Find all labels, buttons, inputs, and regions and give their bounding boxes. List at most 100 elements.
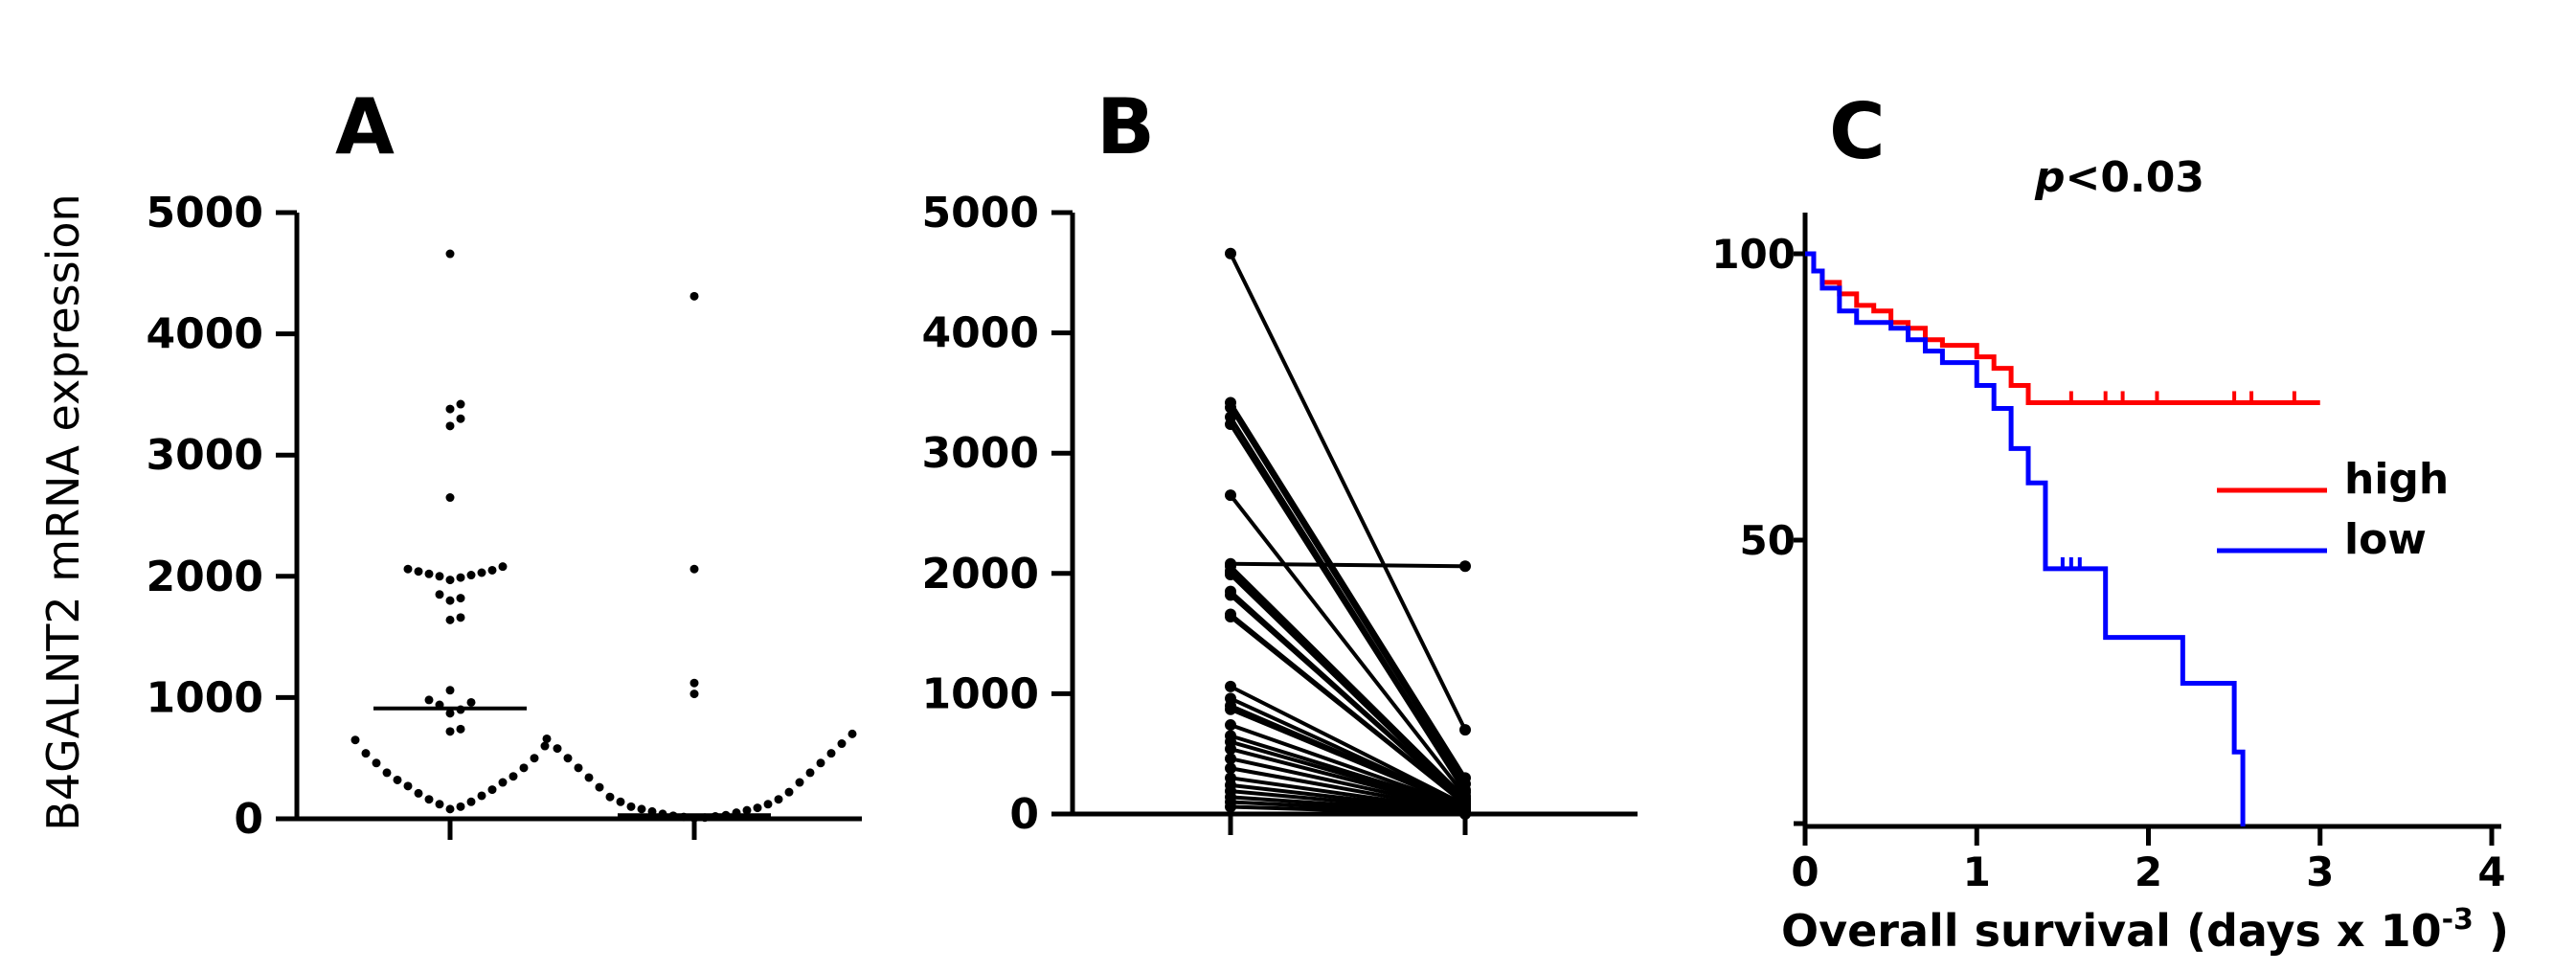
panel-b-pair-line: [1229, 615, 1467, 806]
panel-a-data-point: [574, 763, 583, 773]
panel-b-pair-line: [1230, 723, 1466, 809]
panel-a-data-point: [456, 594, 465, 603]
panel-a-data-point: [637, 804, 646, 814]
panel-a-data-point: [445, 493, 455, 503]
panel-a-data-point: [466, 697, 476, 707]
panel-a-data-point: [424, 569, 434, 578]
panel-a-data-point: [445, 804, 455, 814]
panel-b-pair-line: [1230, 747, 1466, 811]
panel-b-y-tick-label: 3000: [922, 429, 1039, 478]
panel-b-point-left: [1225, 611, 1236, 623]
panel-b-point-left: [1225, 801, 1236, 813]
panel-c-x-tick-label: 4: [2477, 848, 2505, 895]
panel-b-point-left: [1225, 753, 1236, 765]
panel-b-pair-line: [1229, 401, 1467, 780]
panel-b-pair-line: [1229, 252, 1467, 731]
panel-b-y-tick-label: 4000: [922, 309, 1039, 358]
panel-b-pair-line: [1230, 757, 1466, 812]
panel-a-data-point: [508, 772, 518, 781]
panel-a-data-point: [595, 782, 604, 792]
panel-a-data-point: [498, 778, 508, 787]
panel-a-data-point: [847, 729, 857, 738]
panel-b-point-left: [1225, 719, 1236, 732]
panel-a-data-point: [414, 567, 423, 576]
panel-b-point-left: [1225, 247, 1236, 260]
panel-b-pair-line: [1229, 493, 1467, 798]
panel-a-y-tick-label: 1000: [147, 673, 263, 722]
panel-c-p-value: p<0.03: [2034, 153, 2204, 202]
panel-a-data-point: [361, 749, 371, 758]
panel-b-pair-line: [1229, 422, 1467, 794]
panel-a-data-point: [605, 792, 615, 802]
panel-b-point-right: [1459, 560, 1471, 573]
panel-a-data-point: [837, 739, 847, 749]
panel-a-data-point: [445, 421, 455, 431]
panel-a-y-ticks: 0 1000 2000 3000 4000 5000: [147, 189, 297, 844]
panel-c-x-tick-label: 3: [2306, 848, 2334, 895]
panel-a-data-point: [424, 795, 434, 804]
panel-b-point-left: [1225, 569, 1236, 581]
panel-a-data-point: [784, 787, 794, 797]
panel-c-x-tick-label: 2: [2135, 848, 2162, 895]
panel-c-y-axis-label: Patient survival (%): [1637, 243, 1688, 735]
panel-b-point-left: [1225, 743, 1236, 756]
panel-b-point-left: [1225, 418, 1236, 431]
panel-a-data-point: [487, 565, 497, 575]
panel-a-data-point: [456, 613, 465, 622]
panel-c-x-tick-label: 1: [1963, 848, 1991, 895]
panel-a-data-point: [456, 573, 465, 582]
panel-a-data-point: [763, 800, 773, 809]
panel-c-x-ticks: 0 1 2 3 4: [1791, 826, 2506, 895]
panel-a-data-point: [519, 763, 529, 773]
panel-a-data-point: [689, 291, 699, 301]
legend-label-high: high: [2344, 455, 2449, 504]
panel-a-y-tick-label: 4000: [147, 310, 263, 359]
panel-a-y-tick-label: 5000: [147, 189, 263, 237]
panel-b-y-tick-label: 5000: [922, 189, 1039, 237]
panel-a-data-point: [498, 562, 508, 572]
panel-a-data-point: [435, 800, 444, 809]
panel-b-pair-line: [1230, 685, 1466, 807]
panel-b-pair-line: [1230, 766, 1466, 813]
panel-a-data-point: [456, 414, 465, 423]
panel-a-data-point: [487, 785, 497, 795]
panel-a-y-axis-label: B4GALNT2 mRNA expression: [37, 193, 89, 830]
panel-a-data-point: [466, 797, 476, 806]
panel-b-y-tick-label: 0: [1009, 790, 1039, 839]
panel-a-data-point: [774, 795, 783, 804]
panel-b-point-left: [1225, 703, 1236, 715]
panel-a-data-point: [350, 735, 360, 745]
panel-a-y-tick-label: 3000: [147, 431, 263, 480]
panel-a-data-point: [403, 781, 413, 791]
panel-c-series: [1805, 251, 2320, 826]
panel-b-pair-line: [1230, 707, 1466, 809]
panel-c-x-tick-label: 0: [1791, 848, 1819, 895]
panel-a-data-point: [456, 399, 465, 409]
panel-a-data-point: [689, 689, 699, 699]
panel-a-data-point: [563, 754, 573, 763]
panel-c-letter: C: [1829, 87, 1886, 176]
panel-c-survival-curve-high: [1805, 251, 2320, 405]
panel-a-data-point: [445, 576, 455, 585]
panel-b-point-left: [1225, 680, 1236, 692]
panel-a-letter: A: [335, 82, 395, 171]
panel-a-data-point: [372, 758, 381, 768]
panel-a-data-point: [530, 754, 539, 763]
panel-c-y-tick-label: 100: [1711, 231, 1796, 278]
panel-a-data-point: [540, 741, 550, 751]
panel-b-y-tick-label: 1000: [922, 669, 1039, 718]
panel-a-data-point: [689, 678, 699, 688]
panel-a-data-point: [435, 590, 444, 599]
panel-b-point-right: [1459, 808, 1471, 820]
panel-a-data-point: [435, 572, 444, 581]
panel-b-letter: B: [1096, 82, 1155, 171]
panel-a-data-point: [477, 791, 486, 801]
panel-a-data-point: [753, 803, 762, 813]
panel-a-data-point: [616, 797, 625, 806]
panel-a-data-point: [393, 775, 402, 784]
panel-a-data-point: [445, 596, 455, 605]
panel-b-point-left: [1225, 401, 1236, 414]
panel-a-data-point: [584, 773, 594, 782]
panel-c-y-ticks: 100 50: [1711, 231, 1805, 826]
panel-a-data-point: [689, 564, 699, 574]
